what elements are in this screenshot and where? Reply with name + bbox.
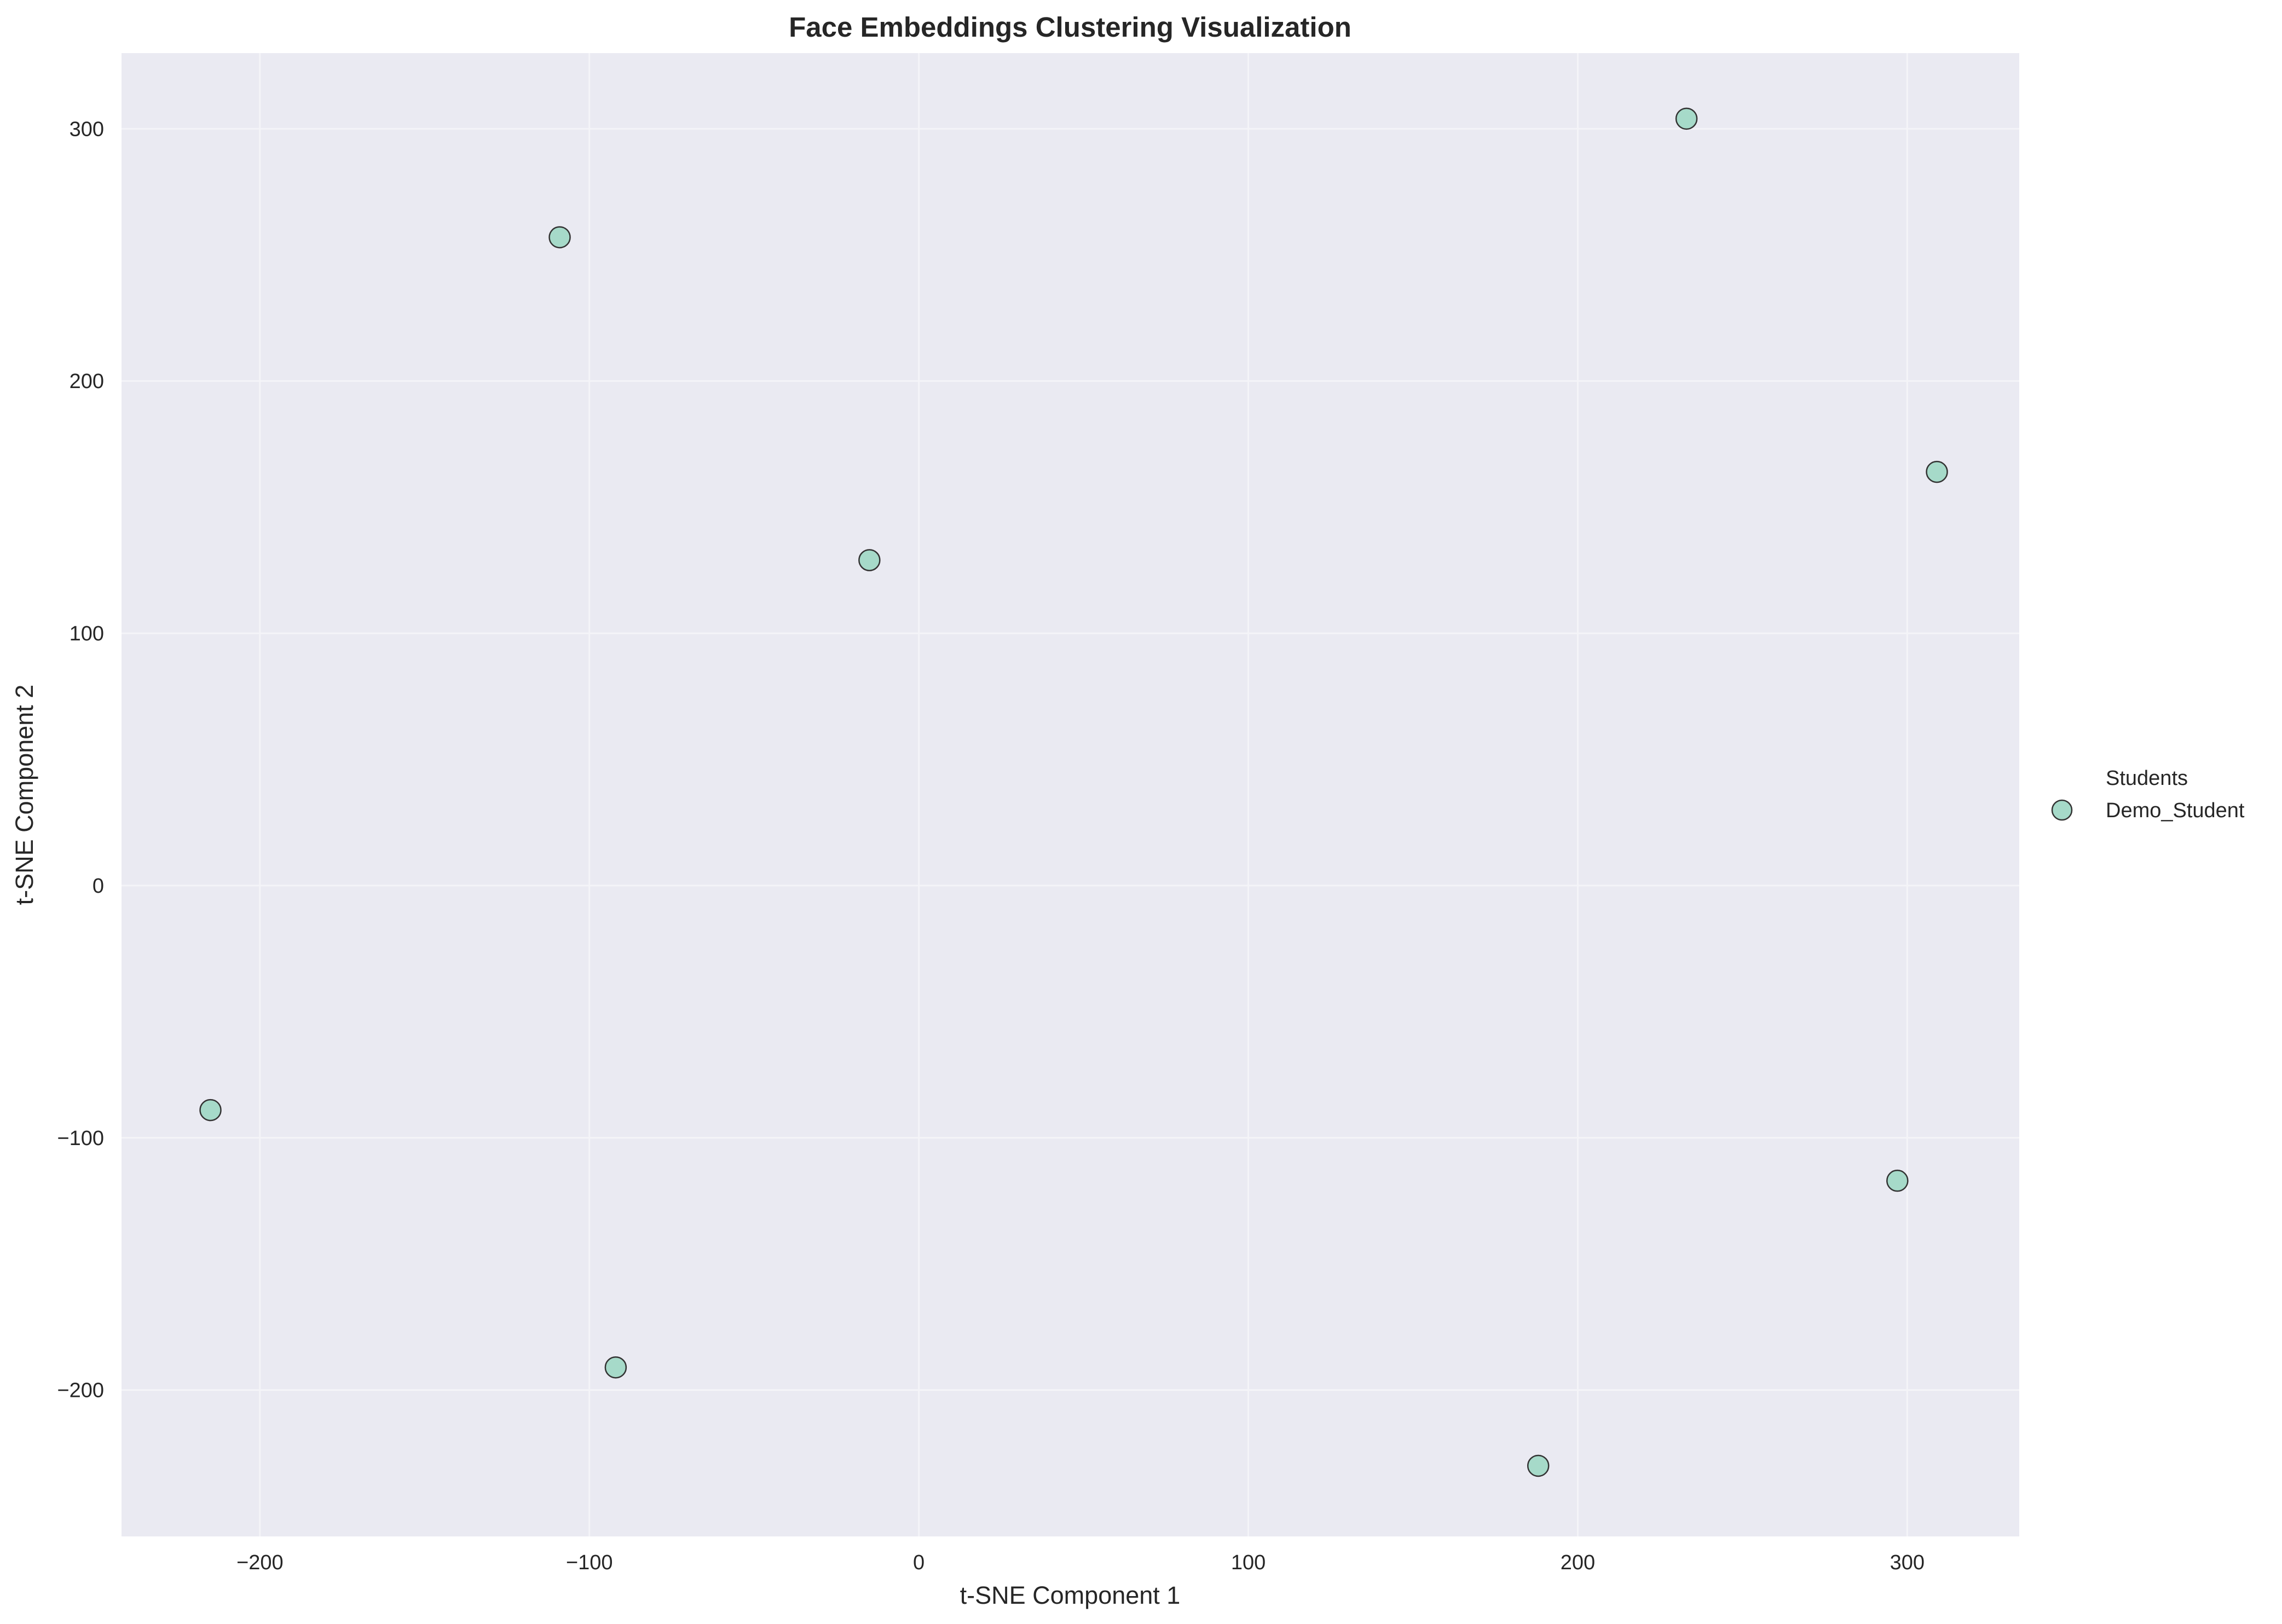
x-tick-label: 300 bbox=[1890, 1551, 1925, 1574]
legend: Students Demo_Student bbox=[2051, 767, 2245, 822]
scatter-point bbox=[1886, 1169, 1909, 1192]
legend-entry-label: Demo_Student bbox=[2106, 799, 2245, 822]
x-axis-ticks: −200 −100 0 100 200 300 bbox=[236, 1551, 1925, 1574]
legend-marker bbox=[2051, 799, 2073, 821]
x-tick-label: 200 bbox=[1561, 1551, 1595, 1574]
x-tick-label: 100 bbox=[1231, 1551, 1266, 1574]
scatter-point bbox=[1675, 107, 1698, 130]
scatter-point bbox=[858, 549, 881, 571]
y-tick-label: 300 bbox=[70, 118, 104, 141]
y-axis-label: t-SNE Component 2 bbox=[10, 685, 38, 905]
chart-title: Face Embeddings Clustering Visualization bbox=[789, 11, 1351, 43]
y-tick-label: 0 bbox=[93, 875, 104, 898]
data-points bbox=[199, 107, 1948, 1477]
scatter-point bbox=[548, 226, 571, 248]
scatter-point bbox=[604, 1356, 627, 1379]
scatter-point bbox=[199, 1099, 222, 1122]
legend-title: Students bbox=[2106, 767, 2188, 790]
x-tick-label: 0 bbox=[913, 1551, 925, 1574]
y-tick-label: 200 bbox=[70, 370, 104, 393]
y-tick-label: −100 bbox=[57, 1127, 104, 1150]
y-tick-label: 100 bbox=[70, 622, 104, 645]
y-tick-label: −200 bbox=[57, 1379, 104, 1402]
x-axis-label: t-SNE Component 1 bbox=[960, 1581, 1181, 1609]
scatter-point bbox=[1926, 460, 1948, 483]
scatter-point bbox=[1527, 1454, 1550, 1477]
plot-background bbox=[122, 53, 2019, 1536]
y-axis-ticks: −200 −100 0 100 200 300 bbox=[57, 118, 104, 1402]
x-tick-label: −100 bbox=[566, 1551, 613, 1574]
grid-lines bbox=[122, 53, 2019, 1536]
x-tick-label: −200 bbox=[236, 1551, 284, 1574]
